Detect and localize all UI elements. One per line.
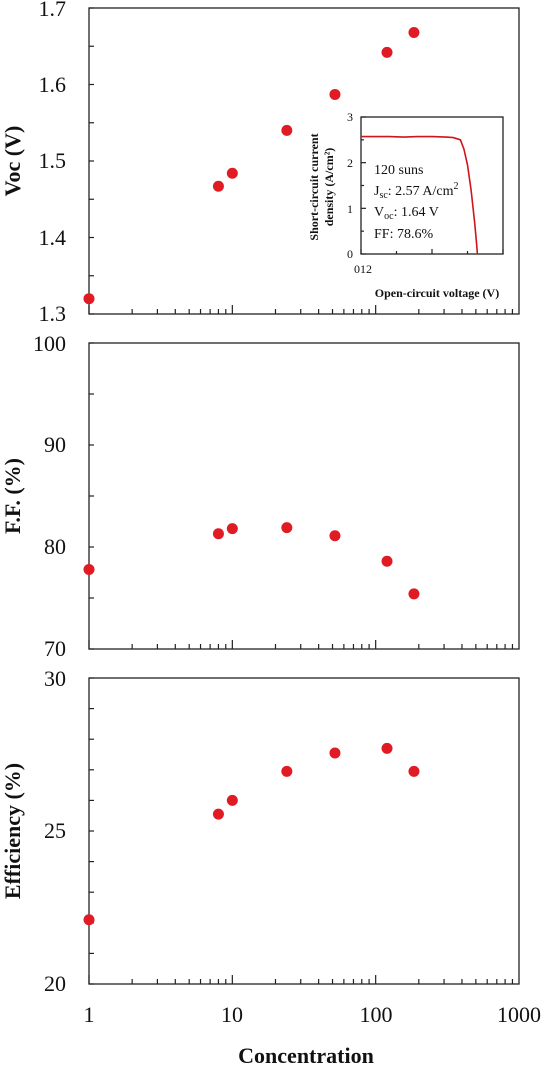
voc-point <box>212 180 224 192</box>
efficiency-y-axis-title: Efficiency (%) <box>0 763 25 899</box>
ff-plot-frame <box>88 342 520 650</box>
inset-x-tick-labels: 012 <box>354 262 372 276</box>
ff-tick-marks <box>88 342 514 650</box>
inset-x-axis-title: Open-circuit voltage (V) <box>375 286 499 300</box>
ff-y-tick-label: 70 <box>44 636 66 661</box>
x-tick-label: 100 <box>360 1002 393 1027</box>
efficiency-point <box>281 765 293 777</box>
efficiency-point <box>381 742 393 754</box>
efficiency-point <box>408 765 420 777</box>
inset-annotation-suns: 120 suns <box>374 163 423 178</box>
inset-jv-plot: 0 1 2 3 012 Open-circuit voltage (V) Sho… <box>307 110 504 300</box>
inset-y-tick-label: 0 <box>347 247 353 261</box>
inset-tick-marks <box>360 116 504 255</box>
ff-y-ticks: 70 80 90 100 <box>33 331 66 661</box>
efficiency-y-tick-label: 25 <box>44 818 66 843</box>
ff-point <box>408 588 420 600</box>
voc-points <box>83 26 420 305</box>
x-tick-labels: 1 10 100 1000 <box>84 1002 542 1027</box>
ff-point <box>281 522 293 534</box>
efficiency-y-tick-label: 30 <box>44 666 66 691</box>
inset-y-tick-label: 2 <box>347 156 353 170</box>
x-tick-label: 1 <box>84 1002 95 1027</box>
voc-point <box>281 124 293 136</box>
voc-y-tick-label: 1.6 <box>39 72 67 97</box>
inset-y-tick-label: 1 <box>347 202 353 216</box>
efficiency-panel: 20 25 30 Efficiency (%) <box>0 666 520 996</box>
inset-annotation-jsc: Jsc: 2.57 A/cm2 <box>374 181 459 201</box>
ff-y-axis-title: F.F. (%) <box>0 458 25 534</box>
efficiency-point <box>329 747 341 759</box>
ff-y-tick-label: 80 <box>44 534 66 559</box>
voc-point <box>408 26 420 38</box>
x-tick-label: 1000 <box>497 1002 541 1027</box>
inset-jv-curve <box>361 135 479 255</box>
inset-y-axis-title-line2: density (A/cm²) <box>322 148 336 227</box>
efficiency-tick-marks <box>88 677 514 985</box>
x-tick-label: 10 <box>221 1002 243 1027</box>
efficiency-y-tick-label: 20 <box>44 971 66 996</box>
inset-y-tick-label: 3 <box>347 110 353 124</box>
ff-y-tick-label: 100 <box>33 331 66 356</box>
efficiency-points <box>83 742 420 926</box>
inset-y-ticks: 0 1 2 3 <box>347 110 353 261</box>
efficiency-plot-frame <box>88 677 520 985</box>
voc-point <box>381 46 393 58</box>
voc-y-tick-label: 1.3 <box>39 301 67 326</box>
ff-point <box>212 528 224 540</box>
voc-y-axis-title: Voc (V) <box>0 126 25 197</box>
voc-panel: 1.3 1.4 1.5 1.6 1.7 Voc (V) 0 1 2 3 012 … <box>0 0 520 326</box>
x-axis-title: Concentration <box>238 1043 374 1066</box>
efficiency-point <box>212 808 224 820</box>
voc-plot-frame <box>88 7 520 315</box>
efficiency-y-ticks: 20 25 30 <box>44 666 66 996</box>
voc-tick-marks <box>88 7 514 315</box>
inset-annotation-voc: Voc: 1.64 V <box>374 205 439 222</box>
voc-point <box>83 293 95 305</box>
ff-point <box>226 523 238 535</box>
efficiency-point <box>83 914 95 926</box>
ff-point <box>381 555 393 567</box>
voc-point <box>329 88 341 100</box>
voc-y-tick-label: 1.7 <box>39 0 67 21</box>
ff-point <box>329 530 341 542</box>
voc-y-tick-label: 1.4 <box>39 225 67 250</box>
efficiency-point <box>226 794 238 806</box>
voc-y-tick-label: 1.5 <box>39 148 67 173</box>
voc-point <box>226 167 238 179</box>
ff-y-tick-label: 90 <box>44 432 66 457</box>
voc-y-ticks: 1.3 1.4 1.5 1.6 1.7 <box>39 0 67 326</box>
ff-points <box>83 522 420 600</box>
ff-panel: 70 80 90 100 F.F. (%) <box>0 331 520 661</box>
inset-y-axis-title-line1: Short-circuit current <box>307 133 321 240</box>
ff-point <box>83 563 95 575</box>
inset-annotation-ff: FF: 78.6% <box>374 227 433 242</box>
